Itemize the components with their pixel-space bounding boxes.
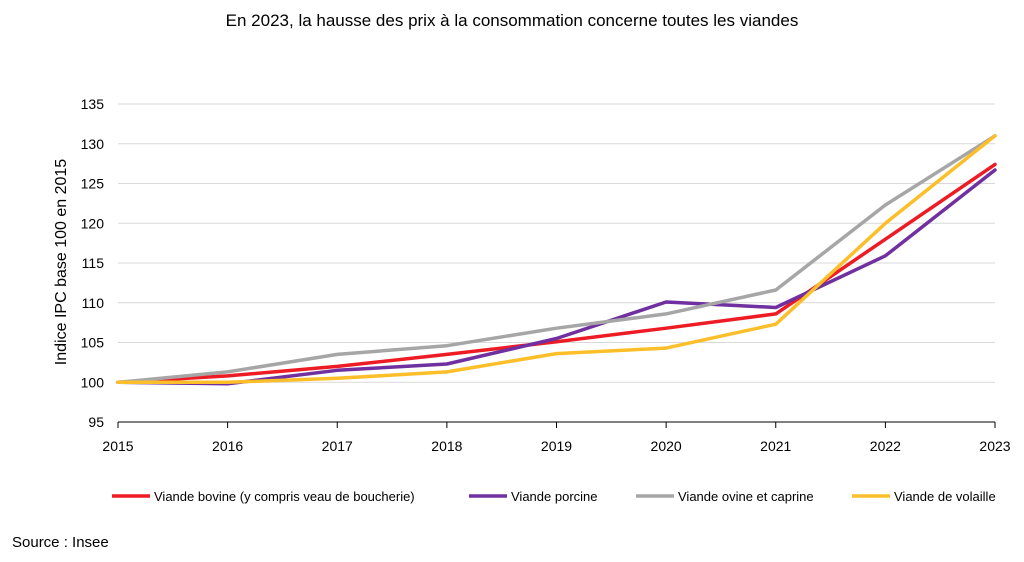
series-line-1	[116, 168, 997, 386]
x-tick-label: 2017	[322, 438, 353, 454]
legend-label-1: Viande porcine	[511, 489, 598, 504]
x-tick-labels: 2015 2016 2017 2018 2019 2020 2021 2022 2023	[102, 422, 1011, 454]
y-tick-label: 105	[81, 335, 105, 351]
y-axis-label: Indice IPC base 100 en 2015	[53, 159, 70, 365]
y-tick-label: 115	[82, 255, 105, 271]
legend-label-3: Viande de volaille	[894, 489, 996, 504]
x-tick-label: 2016	[212, 438, 243, 454]
x-tick-label: 2015	[102, 438, 133, 454]
y-tick-label: 125	[81, 176, 105, 192]
chart-title: En 2023, la hausse des prix à la consomm…	[226, 11, 799, 30]
y-tick-label: 110	[82, 295, 105, 311]
y-tick-label: 95	[88, 414, 104, 430]
series-line-3	[116, 134, 997, 385]
y-tick-labels: 95 100 105 110 115 120 125 130 135	[81, 96, 105, 430]
series-line-2	[116, 134, 997, 385]
series-line-0	[116, 162, 997, 385]
x-tick-label: 2021	[760, 438, 791, 454]
y-tick-label: 130	[81, 136, 105, 152]
y-tick-label: 120	[81, 215, 105, 231]
x-tick-label: 2020	[651, 438, 682, 454]
source-note: Source : Insee	[12, 534, 109, 551]
gridlines	[118, 103, 995, 383]
x-tick-label: 2023	[979, 438, 1010, 454]
legend-label-2: Viande ovine et caprine	[678, 489, 814, 504]
series-lines	[116, 134, 997, 386]
x-tick-label: 2022	[870, 438, 901, 454]
x-tick-label: 2018	[431, 438, 462, 454]
y-tick-label: 135	[81, 96, 105, 112]
y-tick-label: 100	[81, 374, 105, 390]
legend-label-0: Viande bovine (y compris veau de boucher…	[154, 489, 415, 504]
legend: Viande bovine (y compris veau de boucher…	[112, 489, 996, 504]
x-tick-label: 2019	[541, 438, 572, 454]
